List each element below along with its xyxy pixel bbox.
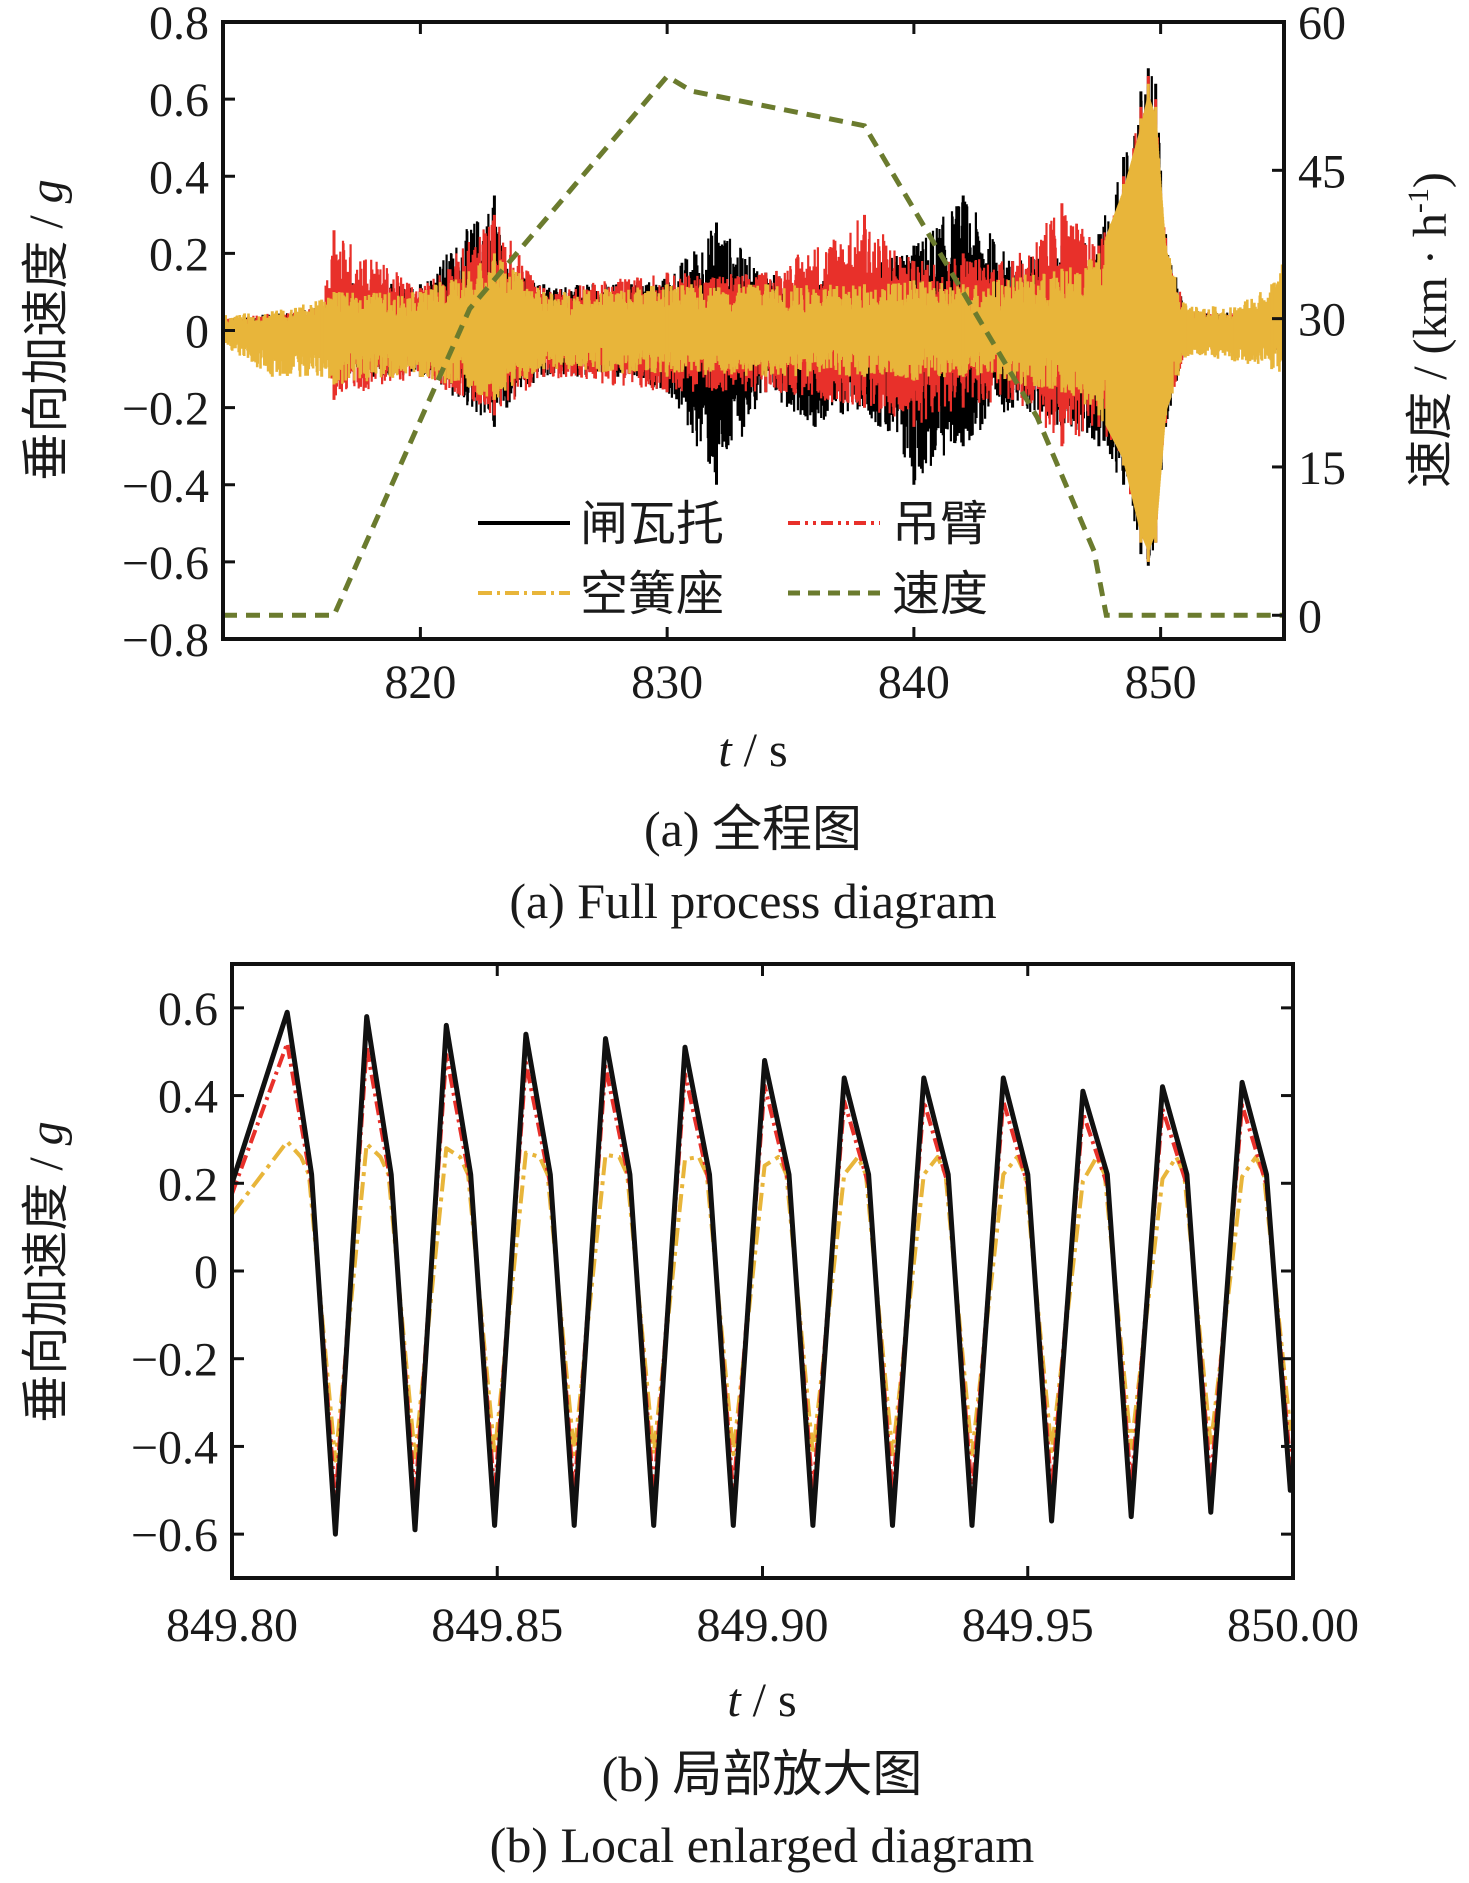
chart-full-process: 820 830 840 850 −0.8 −0.6 −0.4 −0.2 0 0.2 0.4 0.6 0… [20, 0, 1457, 929]
legend-a: 闸瓦托 吊臂 空簧座 速度 [478, 498, 988, 621]
x-tick-label-b: 849.90 [697, 1599, 829, 1652]
y-tick-label-b: −0.2 [131, 1334, 218, 1387]
series-a-burst-trace [1105, 96, 1172, 551]
y-tick-label-b: 0.6 [158, 983, 218, 1036]
y-tick-label-a: −0.4 [122, 460, 209, 513]
x-axis-label-b: t / s [727, 1674, 796, 1727]
legend-item-sudu: 速度 [788, 568, 988, 621]
legend-label-konghuangzuo: 空簧座 [580, 568, 724, 621]
y-tick-label-b: 0.4 [158, 1071, 218, 1124]
x-tick-label-b: 849.95 [962, 1599, 1094, 1652]
x-tick-label-b: 849.85 [431, 1599, 563, 1652]
legend-item-zhawatuo: 闸瓦托 [478, 498, 724, 551]
y-tick-label-a: 0.8 [149, 0, 209, 50]
plot-area-a [223, 68, 1284, 618]
chart-local-enlarged: 849.80 849.85 849.90 849.95 850.00 −0.6 −0.4 −… [20, 962, 1359, 1873]
caption-cn-b: (b) 局部放大图 [602, 1746, 923, 1802]
y-tick-label-right-a: 45 [1298, 145, 1346, 198]
x-tick-label-b: 850.00 [1227, 1599, 1359, 1652]
y-axis-label-b: 垂向加速度 / g [20, 1121, 73, 1422]
legend-label-diaobi: 吊臂 [892, 498, 988, 551]
y-tick-label-b: −0.4 [131, 1421, 218, 1474]
legend-label-sudu: 速度 [892, 568, 988, 621]
legend-item-diaobi: 吊臂 [788, 498, 988, 551]
y-axis-label-a: 垂向加速度 / g [20, 179, 73, 480]
caption-cn-a: (a) 全程图 [644, 801, 862, 857]
x-tick-label-a: 850 [1125, 656, 1197, 709]
y-tick-label-right-a: 0 [1298, 590, 1322, 643]
y-tick-label-b: −0.6 [131, 1509, 218, 1562]
x-tick-label-a: 840 [878, 656, 950, 709]
y-tick-label-a: 0.6 [149, 74, 209, 127]
y-tick-label-a: −0.8 [122, 614, 209, 667]
y-axis-label-right-a: 速度 / (km · h-1) [1402, 172, 1457, 488]
caption-en-b: (b) Local enlarged diagram [490, 1817, 1035, 1873]
y-tick-label-a: 0 [185, 306, 209, 359]
y-tick-label-b: 0 [194, 1246, 218, 1299]
y-tick-label-a: −0.2 [122, 383, 209, 436]
y-tick-label-b: 0.2 [158, 1158, 218, 1211]
legend-item-konghuangzuo: 空簧座 [478, 568, 724, 621]
caption-en-a: (a) Full process diagram [509, 873, 996, 929]
y-tick-label-right-a: 60 [1298, 0, 1346, 50]
series-a-burst [1105, 96, 1172, 551]
x-tick-label-a: 830 [631, 656, 703, 709]
plot-area-b [232, 1009, 1293, 1537]
x-tick-label-b: 849.80 [166, 1599, 298, 1652]
series-b-line [232, 1009, 1293, 1537]
speed-line [223, 73, 1284, 618]
x-tick-label-a: 820 [384, 656, 456, 709]
y-tick-label-a: 0.2 [149, 228, 209, 281]
y-tick-label-a: −0.6 [122, 537, 209, 590]
x-axis-label-a: t / s [718, 724, 787, 777]
y-tick-label-right-a: 30 [1298, 294, 1346, 347]
legend-label-zhawatuo: 闸瓦托 [580, 498, 724, 551]
y-tick-label-a: 0.4 [149, 151, 209, 204]
y-tick-label-right-a: 15 [1298, 442, 1346, 495]
